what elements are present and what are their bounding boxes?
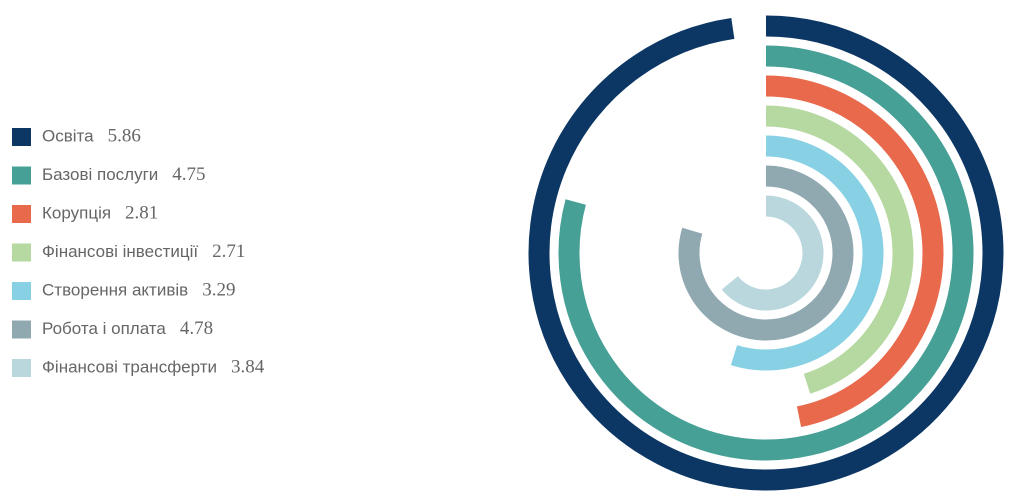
legend-swatch bbox=[12, 243, 31, 262]
legend-value: 2.71 bbox=[212, 241, 245, 262]
ring-bar bbox=[528, 15, 1004, 491]
legend-value: 4.75 bbox=[172, 164, 205, 185]
ring-bar bbox=[765, 105, 914, 394]
legend-value: 4.78 bbox=[180, 318, 213, 339]
legend-swatch bbox=[12, 166, 31, 185]
legend-value: 3.29 bbox=[202, 279, 235, 300]
legend-value: 3.84 bbox=[231, 356, 265, 377]
ring-bar bbox=[558, 45, 974, 461]
legend-label: Базові послуги bbox=[42, 165, 158, 184]
legend-label: Фінансові інвестиції bbox=[42, 242, 198, 261]
legend-swatch bbox=[12, 282, 31, 300]
legend-value: 2.81 bbox=[125, 202, 158, 223]
legend-label: Створення активів bbox=[42, 280, 188, 299]
legend-label: Фінансові трансферти bbox=[42, 357, 217, 376]
ring-bar bbox=[678, 165, 854, 341]
ring-bar bbox=[730, 135, 884, 371]
legend-label: Освіта bbox=[42, 126, 94, 145]
legend-swatch bbox=[12, 359, 31, 377]
legend-swatch bbox=[12, 205, 31, 223]
legend-swatch bbox=[12, 320, 31, 339]
legend-label: Корупція bbox=[42, 203, 111, 222]
legend-swatch bbox=[12, 128, 31, 146]
legend-value: 5.86 bbox=[108, 125, 141, 146]
ring-bar bbox=[765, 75, 944, 427]
ring-bar bbox=[721, 195, 824, 311]
legend-label: Робота і оплата bbox=[42, 319, 166, 338]
